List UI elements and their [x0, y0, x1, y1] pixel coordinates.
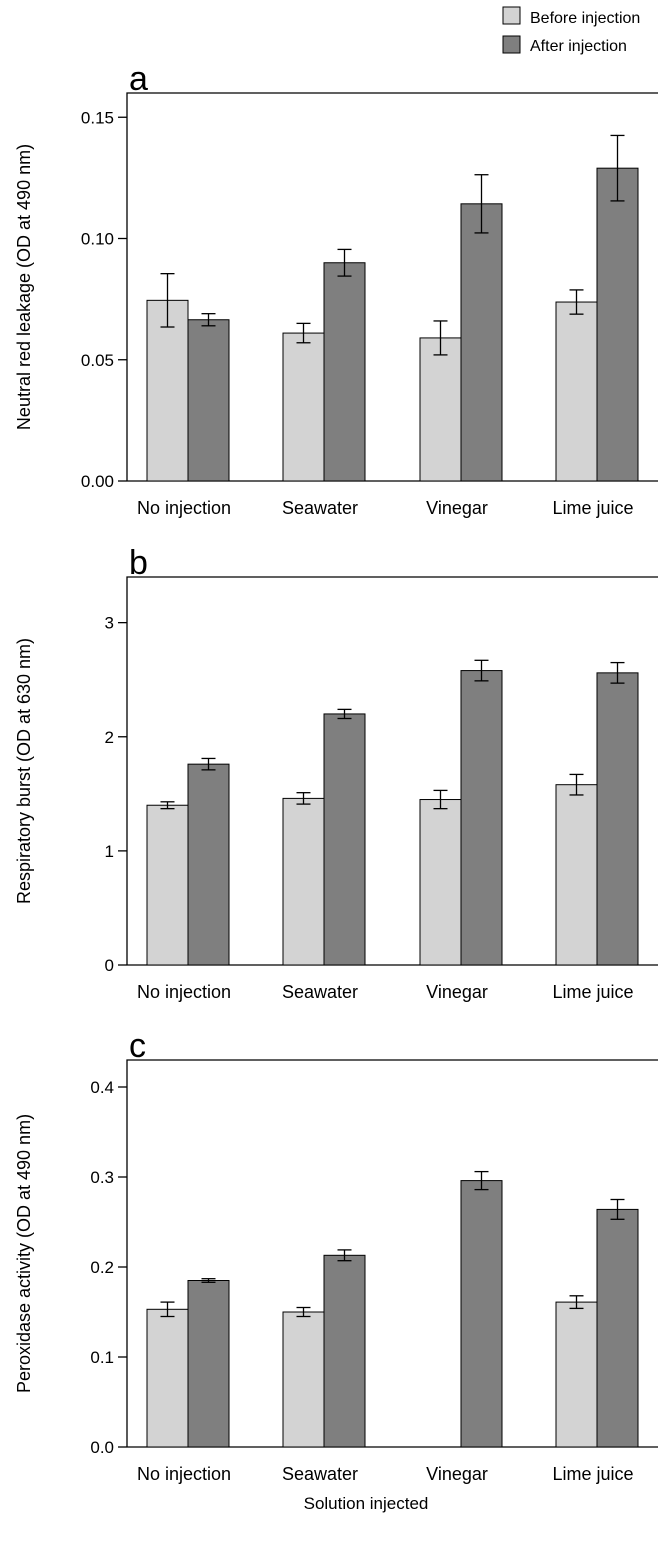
x-category-label: Vinegar — [426, 1464, 488, 1484]
panel-b: b 0 1 2 3 Respiratory burst (OD at 630 nm) No … — [14, 544, 658, 1002]
x-category-label: Lime juice — [552, 982, 633, 1002]
panel-label: c — [129, 1027, 146, 1065]
bar-after-injection — [596, 1208, 639, 1448]
error-bar — [201, 313, 216, 327]
y-tick-label: 0 — [105, 956, 114, 975]
error-bar — [474, 659, 489, 682]
y-tick-label: 0.15 — [81, 108, 114, 127]
x-axis-title: Solution injected — [304, 1494, 429, 1513]
error-bar — [296, 1306, 311, 1318]
bar-before-injection — [282, 797, 325, 966]
bar-after-injection — [460, 1180, 503, 1448]
error-bar — [160, 801, 175, 810]
bar-before-injection — [146, 804, 189, 966]
error-bar — [337, 248, 352, 277]
error-bar — [337, 1249, 352, 1262]
bar-before-injection — [419, 337, 462, 482]
y-tick-label: 0.3 — [90, 1168, 114, 1187]
bar-before-injection — [555, 784, 598, 966]
plot-frame — [126, 92, 658, 481]
bar-after-injection — [596, 672, 639, 966]
error-bar — [474, 1170, 489, 1191]
x-category-label: No injection — [137, 498, 231, 518]
y-tick-label: 0.2 — [90, 1258, 114, 1277]
panel-label: a — [129, 60, 148, 98]
panel-c: c 0.0 0.1 0.2 0.3 0.4 Peroxidase activity (OD … — [14, 1027, 658, 1484]
error-bar — [160, 1301, 175, 1318]
bar-before-injection — [282, 332, 325, 482]
y-tick-label: 0.4 — [90, 1078, 114, 1097]
error-bar — [296, 792, 311, 805]
panel-a: a 0.00 0.05 0.10 0.15 Neutral red leakage (OD… — [14, 60, 658, 518]
error-bar — [610, 1198, 625, 1220]
bar-after-injection — [323, 262, 366, 482]
legend: Before injection After injection — [502, 6, 640, 55]
y-axis-label: Peroxidase activity (OD at 490 nm) — [14, 1114, 34, 1393]
panel-label: b — [129, 544, 148, 582]
error-bar — [160, 273, 175, 328]
y-axis-label: Neutral red leakage (OD at 490 nm) — [14, 144, 34, 430]
error-bar — [296, 322, 311, 344]
error-bar — [337, 708, 352, 720]
y-tick-label: 0.05 — [81, 351, 114, 370]
x-category-label: Lime juice — [552, 1464, 633, 1484]
bar-after-injection — [187, 1280, 230, 1448]
y-tick-label: 0.00 — [81, 472, 114, 491]
bar-after-injection — [323, 1254, 366, 1448]
x-category-label: Lime juice — [552, 498, 633, 518]
error-bar — [569, 289, 584, 315]
x-category-label: Vinegar — [426, 498, 488, 518]
bar-before-injection — [555, 1301, 598, 1448]
legend-label-after: After injection — [530, 38, 627, 55]
x-category-label: No injection — [137, 1464, 231, 1484]
error-bar — [433, 320, 448, 356]
bar-before-injection — [146, 299, 189, 482]
bar-after-injection — [460, 203, 503, 482]
legend-swatch-before — [502, 6, 521, 25]
legend-swatch-after — [502, 35, 521, 54]
y-axis-label: Respiratory burst (OD at 630 nm) — [14, 638, 34, 904]
error-bar — [201, 757, 216, 771]
bar-after-injection — [187, 319, 230, 482]
error-bar — [433, 789, 448, 810]
error-bar — [474, 174, 489, 234]
y-tick-label: 0.10 — [81, 230, 114, 249]
y-tick-label: 3 — [105, 614, 114, 633]
x-category-label: Seawater — [282, 498, 358, 518]
y-tick-label: 0.1 — [90, 1348, 114, 1367]
bar-before-injection — [282, 1311, 325, 1448]
y-tick-label: 2 — [105, 728, 114, 747]
plot-frame — [126, 1059, 658, 1447]
bar-after-injection — [323, 713, 366, 966]
plot-frame — [126, 576, 658, 965]
error-bar — [569, 773, 584, 796]
bar-before-injection — [419, 799, 462, 966]
x-category-label: Seawater — [282, 1464, 358, 1484]
x-category-label: Vinegar — [426, 982, 488, 1002]
error-bar — [610, 134, 625, 202]
error-bar — [610, 661, 625, 684]
y-tick-label: 1 — [105, 842, 114, 861]
legend-label-before: Before injection — [530, 10, 640, 27]
x-category-label: No injection — [137, 982, 231, 1002]
bar-after-injection — [460, 670, 503, 966]
bar-before-injection — [555, 301, 598, 482]
error-bar — [569, 1295, 584, 1310]
x-category-label: Seawater — [282, 982, 358, 1002]
bar-after-injection — [187, 763, 230, 966]
bar-after-injection — [596, 167, 639, 482]
bar-before-injection — [146, 1308, 189, 1448]
y-tick-label: 0.0 — [90, 1438, 114, 1457]
error-bar — [201, 1278, 216, 1283]
